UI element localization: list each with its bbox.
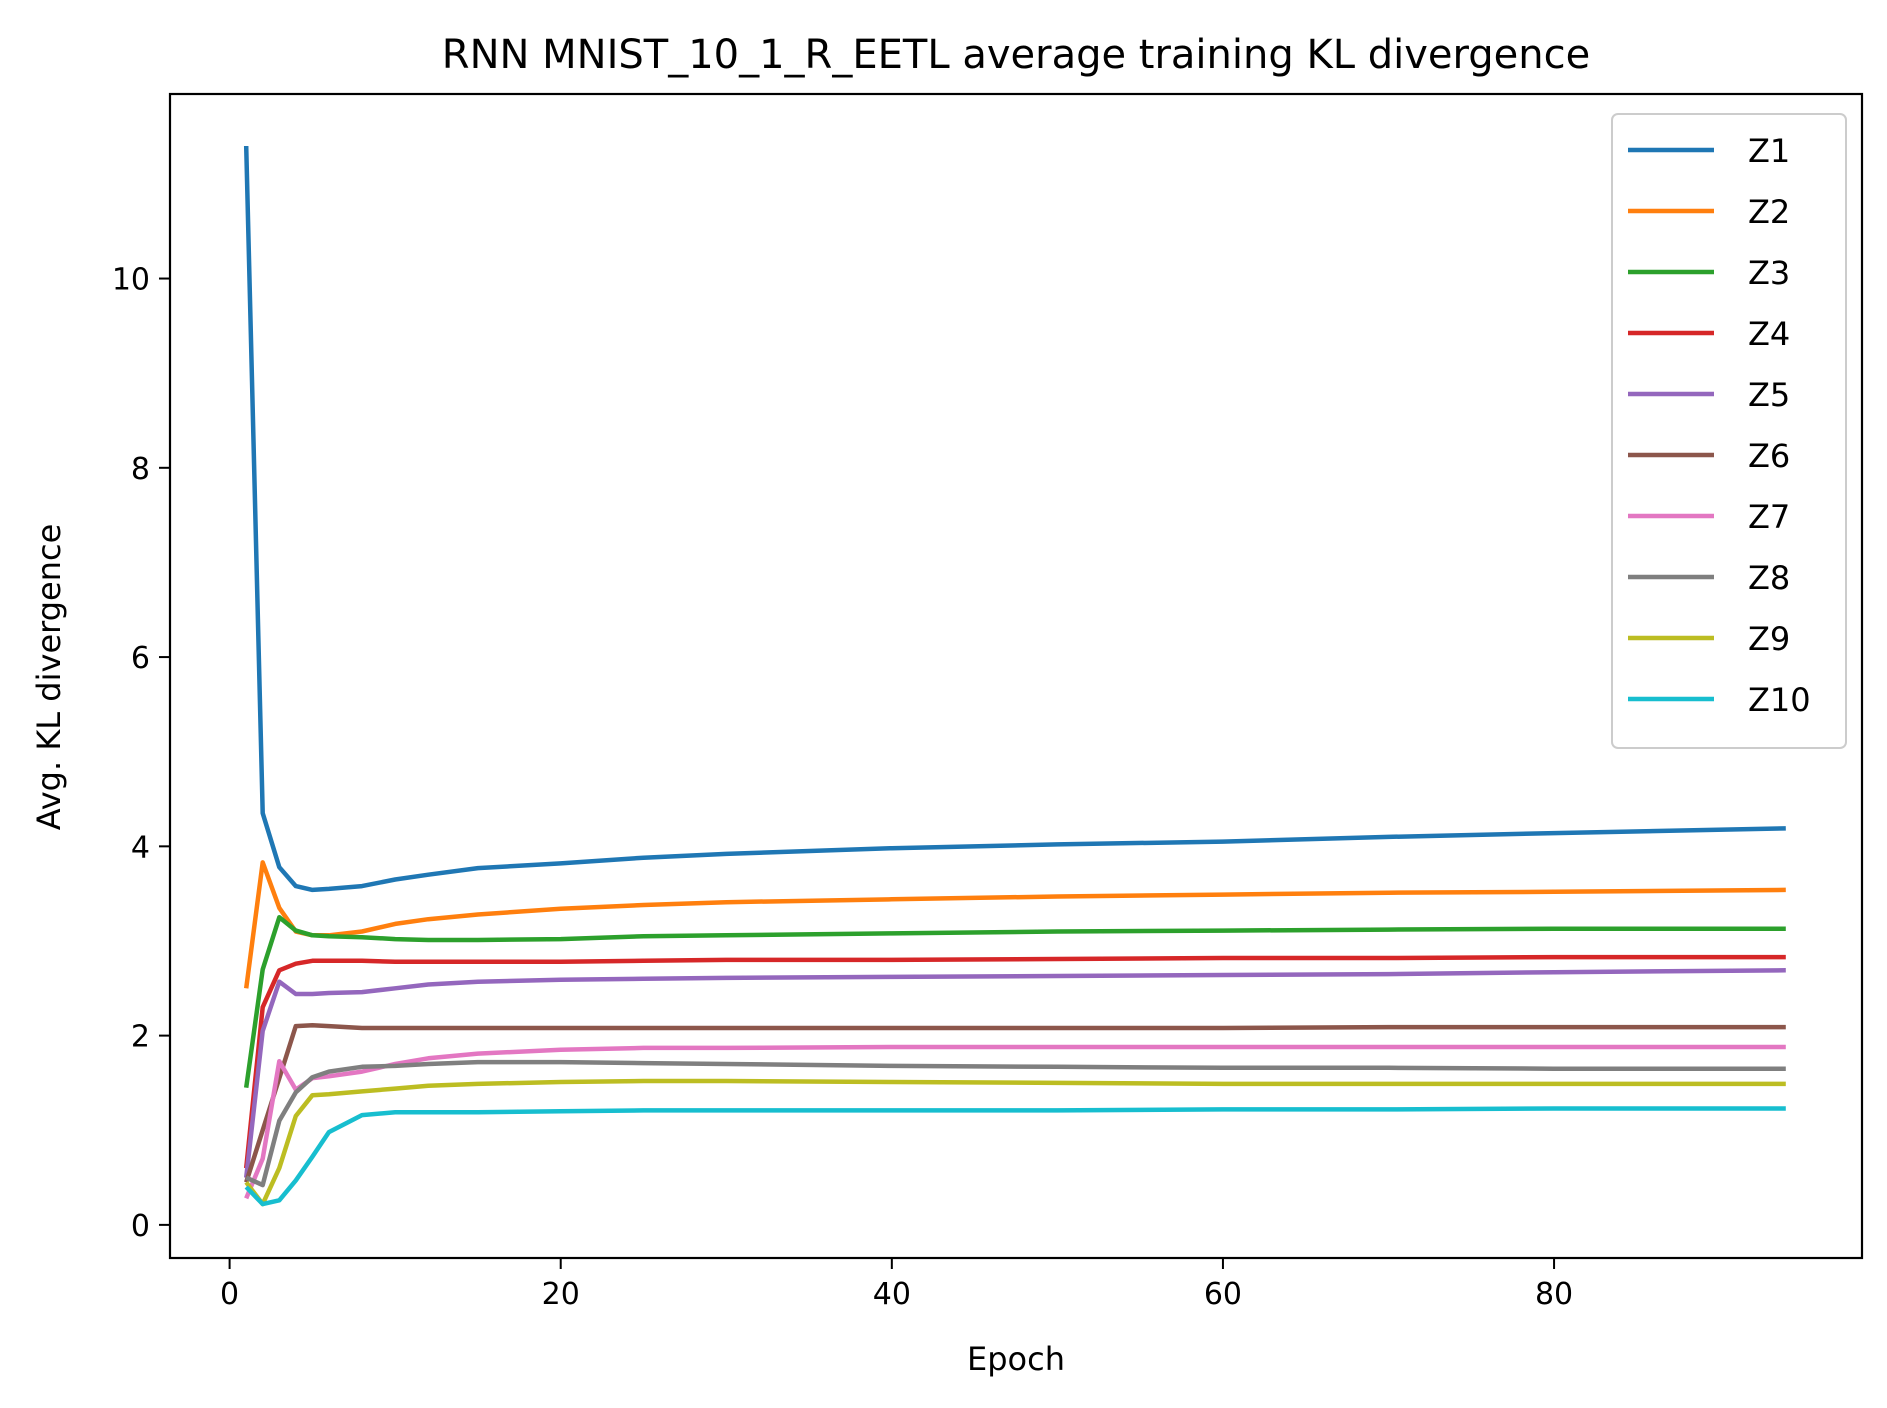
legend-label-z9: Z9 <box>1748 620 1790 658</box>
legend-label-z8: Z8 <box>1748 559 1790 597</box>
y-axis-ticks: 0 2 4 6 8 10 <box>112 263 170 1244</box>
x-tick-label: 0 <box>220 1277 239 1312</box>
y-tick-label: 2 <box>131 1020 150 1055</box>
x-axis-ticks: 0 20 40 60 80 <box>220 1258 1573 1312</box>
legend-label-z2: Z2 <box>1748 193 1790 231</box>
series-line-z4 <box>243 954 1786 1169</box>
x-tick-label: 80 <box>1535 1277 1573 1312</box>
legend-label-z10: Z10 <box>1748 681 1811 719</box>
legend-label-z4: Z4 <box>1748 315 1790 353</box>
y-tick-label: 6 <box>131 641 150 676</box>
legend-label-z5: Z5 <box>1748 376 1790 414</box>
series-line-z8 <box>245 1059 1786 1188</box>
legend-label-z7: Z7 <box>1748 498 1790 536</box>
series-line-z9 <box>244 1078 1786 1207</box>
legend-label-z1: Z1 <box>1748 132 1790 170</box>
x-tick-label: 20 <box>542 1277 580 1312</box>
y-tick-label: 10 <box>112 263 150 298</box>
series-line-z1 <box>243 145 1786 893</box>
series-line-z10 <box>244 1106 1786 1207</box>
plot-area <box>168 92 1864 1260</box>
series-line-z5 <box>243 968 1786 1178</box>
y-tick-label: 4 <box>131 830 150 865</box>
legend: Z1 Z2 Z3 Z4 Z5 Z6 Z7 Z8 Z9 Z10 <box>1611 113 1847 749</box>
x-tick-label: 60 <box>1204 1277 1242 1312</box>
x-axis-label: Epoch <box>967 1340 1065 1378</box>
series-line-z6 <box>244 1022 1786 1183</box>
plot-frame <box>168 92 1864 1260</box>
chart-title: RNN MNIST_10_1_R_EETL average training K… <box>442 32 1590 78</box>
legend-label-z3: Z3 <box>1748 254 1790 292</box>
y-tick-label: 8 <box>131 452 150 487</box>
legend-label-z6: Z6 <box>1748 437 1790 475</box>
y-tick-label: 0 <box>131 1209 150 1244</box>
x-tick-label: 40 <box>873 1277 911 1312</box>
series-line-z3 <box>243 915 1786 1089</box>
y-axis-label: Avg. KL divergence <box>30 524 68 831</box>
